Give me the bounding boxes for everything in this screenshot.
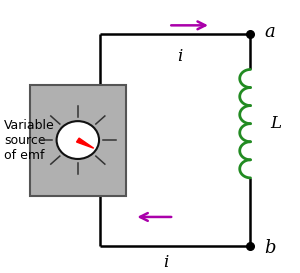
Text: Variable
source
of emf: Variable source of emf (4, 118, 55, 162)
Bar (30, 85, 126, 195)
Text: i: i (177, 48, 182, 65)
Text: a: a (265, 23, 275, 41)
Text: L: L (271, 115, 281, 132)
Text: b: b (265, 239, 276, 257)
Text: i: i (163, 254, 168, 271)
Polygon shape (76, 138, 94, 148)
Circle shape (57, 121, 99, 159)
